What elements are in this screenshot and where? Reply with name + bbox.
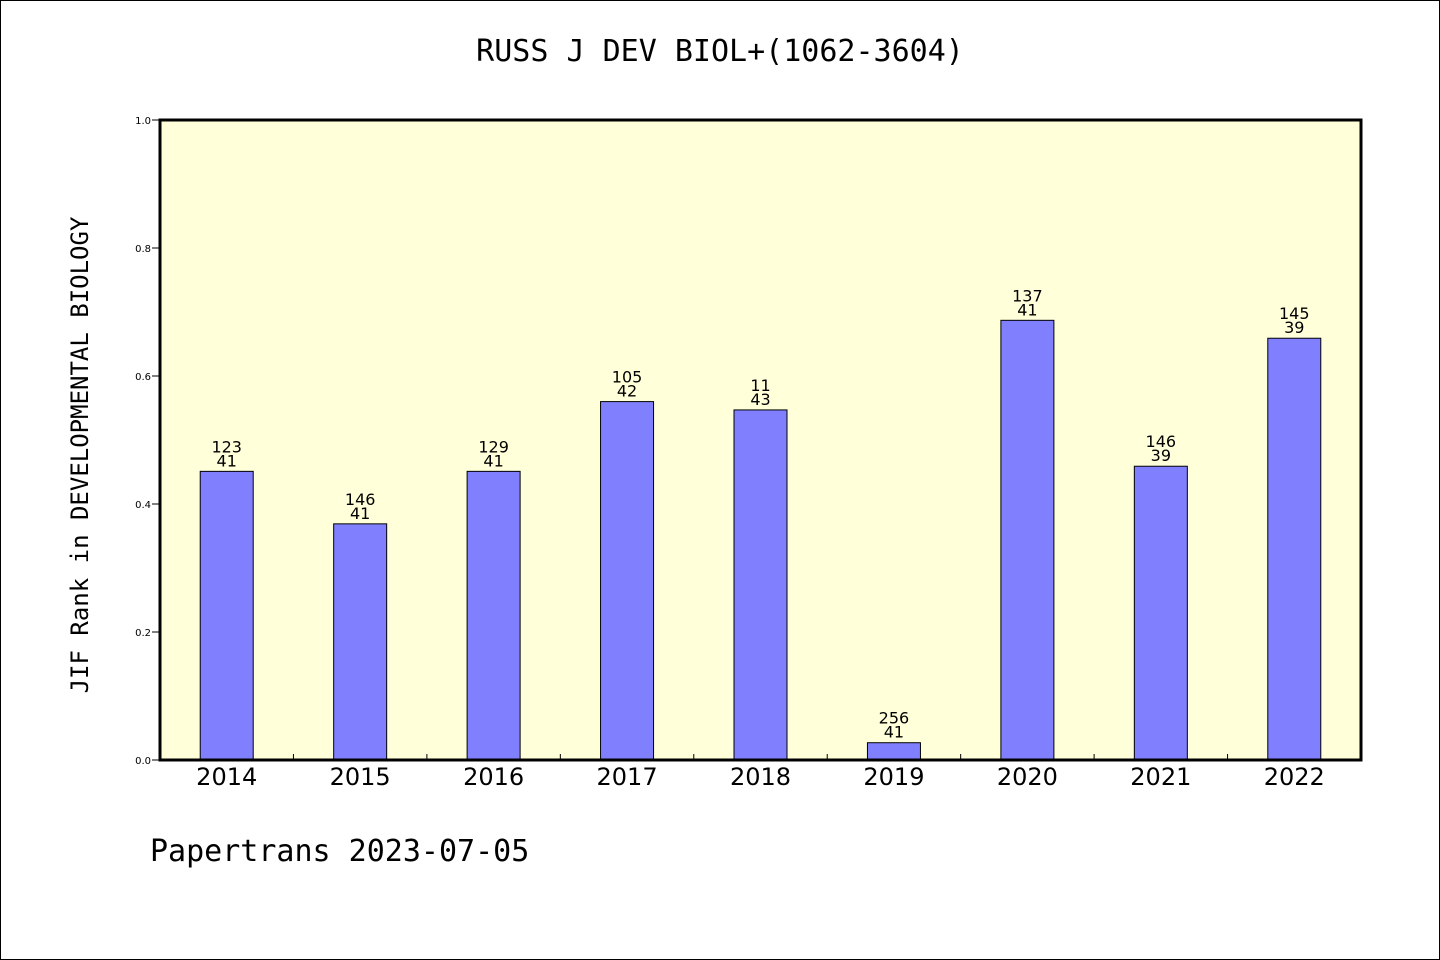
y-tick-label: 0.0: [135, 756, 151, 767]
data-label-rank: 145: [1279, 304, 1310, 323]
bars-group: [199, 319, 1322, 761]
data-label-total: 42: [617, 382, 637, 401]
x-tick-label: 2022: [1264, 763, 1325, 791]
data-label-total: 41: [217, 451, 237, 470]
data-label-rank: 129: [478, 437, 509, 456]
x-tick-label: 2021: [1130, 763, 1191, 791]
y-tick-label: 0.4: [135, 500, 151, 511]
data-label-total: 41: [350, 504, 370, 523]
data-label-total: 41: [884, 723, 904, 742]
data-label-total: 41: [1017, 300, 1037, 319]
data-label-rank: 146: [345, 490, 376, 509]
x-tick-label: 2014: [196, 763, 257, 791]
bar-2020: [1000, 319, 1055, 761]
y-tick-label: 0.6: [135, 372, 151, 383]
data-label-rank: 256: [879, 709, 910, 728]
data-label-total: 39: [1284, 318, 1304, 337]
x-tick-label: 2015: [330, 763, 391, 791]
bar-2017: [600, 401, 655, 761]
data-label-rank: 146: [1146, 432, 1177, 451]
y-axis-ticks: 0.0 0.2 0.4 0.6 0.8 1.0: [135, 116, 160, 767]
data-label-rank: 123: [211, 437, 242, 456]
bar-2022: [1267, 337, 1322, 761]
data-label-total: 43: [750, 390, 770, 409]
bar-2015: [333, 523, 388, 761]
x-axis-ticks: 2014 2015 2016 2017 2018 2019 2020 2021 2022: [196, 754, 1325, 791]
data-label-rank: 105: [612, 368, 643, 387]
plot-border: [158, 118, 1363, 762]
chart-title: RUSS J DEV BIOL+(1062-3604): [476, 34, 964, 69]
bar-2018: [733, 409, 788, 761]
bar-2021: [1133, 465, 1188, 761]
data-label-total: 39: [1151, 446, 1171, 465]
bar-2014: [199, 470, 254, 761]
x-tick-label: 2019: [863, 763, 924, 791]
x-tick-label: 2016: [463, 763, 524, 791]
y-tick-label: 0.2: [135, 628, 151, 639]
x-tick-label: 2020: [997, 763, 1058, 791]
x-tick-label: 2017: [597, 763, 658, 791]
data-label-rank: 11: [750, 376, 770, 395]
x-tick-label: 2018: [730, 763, 791, 791]
data-label-rank: 137: [1012, 286, 1043, 305]
bar-2019: [866, 742, 921, 761]
data-label-total: 41: [483, 451, 503, 470]
footer-text: Papertrans 2023-07-05: [150, 834, 530, 869]
bar-2016: [466, 470, 521, 761]
y-tick-label: 0.8: [135, 244, 151, 255]
y-tick-label: 1.0: [135, 116, 151, 127]
